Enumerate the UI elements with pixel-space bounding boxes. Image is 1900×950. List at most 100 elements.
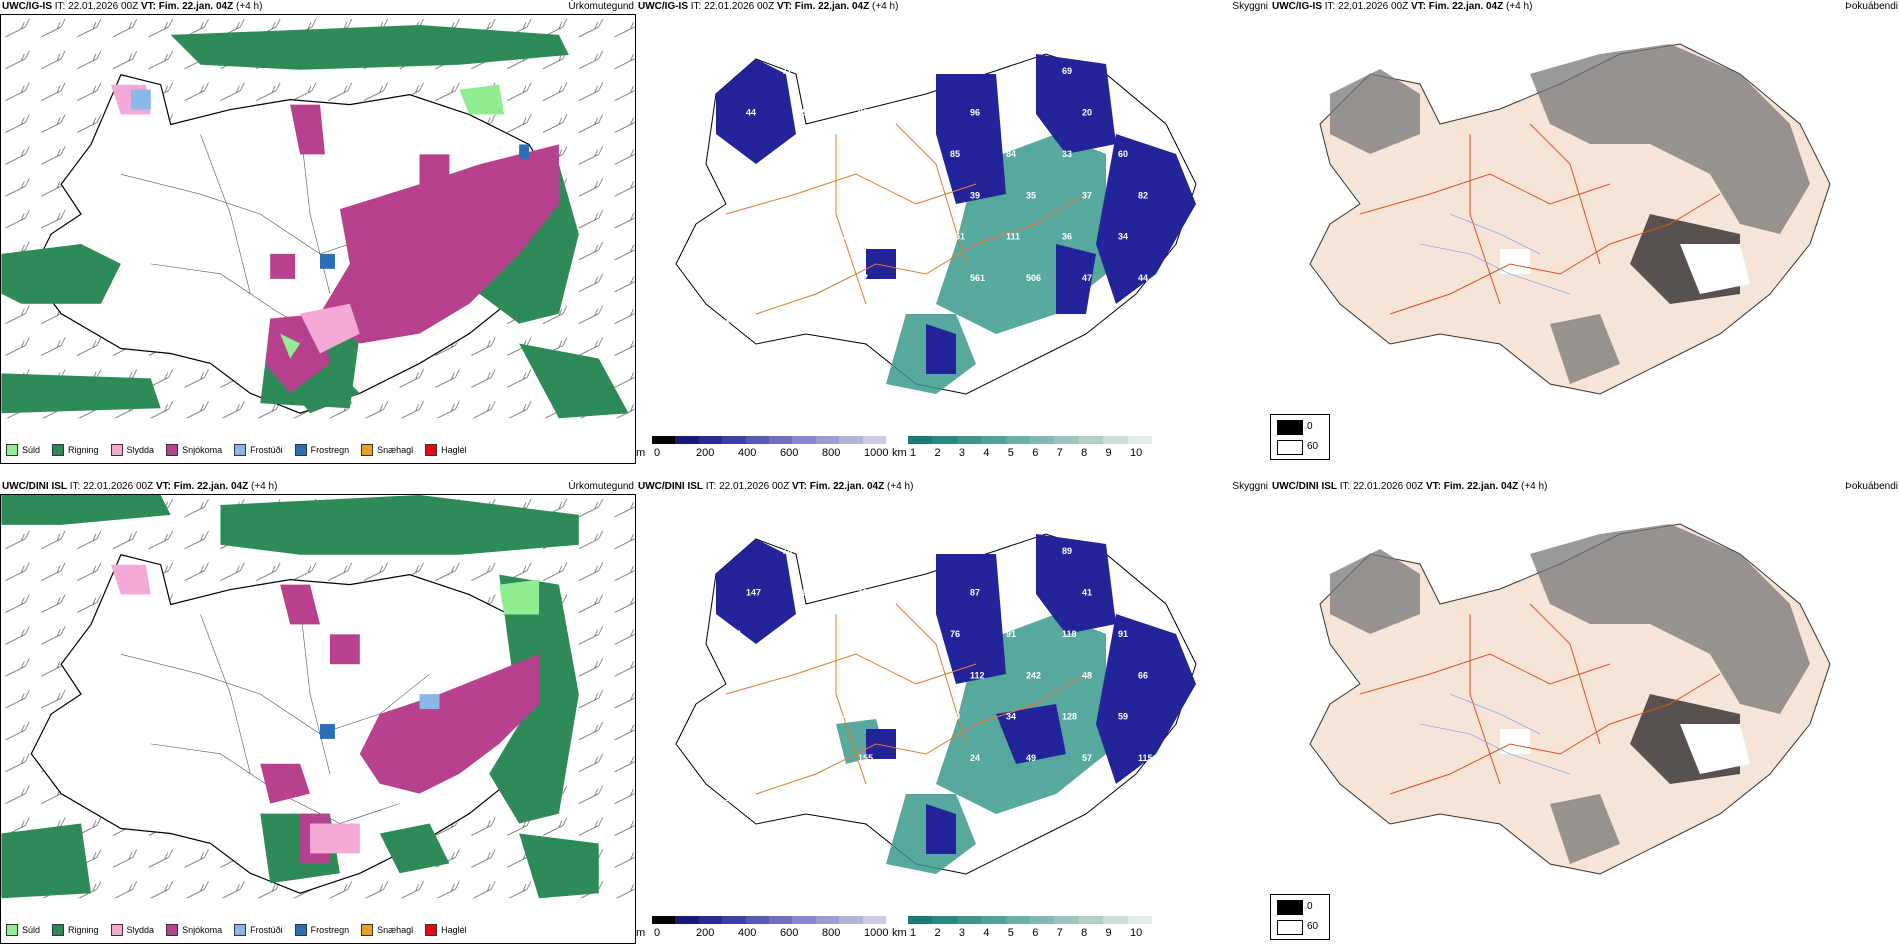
colorbar-unit: m bbox=[636, 927, 646, 939]
it-value: 22.01.2026 00Z bbox=[704, 1, 775, 12]
visibility-label: 398 bbox=[782, 712, 797, 722]
legend-swatch bbox=[234, 444, 247, 456]
legend-item: Rigning bbox=[52, 924, 99, 936]
vt-value: Fim. 22.jan. 04Z bbox=[1443, 481, 1519, 492]
visibility-label: 242 bbox=[1026, 670, 1041, 680]
legend-item: Frostregn bbox=[294, 924, 349, 936]
colorbar-tick: 4 bbox=[983, 927, 990, 939]
vt-value: Fim. 22.jan. 04Z bbox=[158, 1, 234, 12]
colorbar-tick: 600 bbox=[780, 927, 799, 939]
visibility-label: 35 bbox=[1026, 190, 1036, 200]
visibility-label: 111 bbox=[1006, 232, 1020, 242]
visibility-label: 40 bbox=[802, 753, 812, 763]
model-name: UWC/DINI ISL bbox=[2, 481, 67, 492]
visibility-label: 110 bbox=[1118, 546, 1133, 556]
cloud-legend-label: 60 bbox=[1307, 921, 1319, 932]
precip-map bbox=[0, 494, 636, 944]
legend-item: Frostúði bbox=[234, 924, 283, 936]
it-value: 22.01.2026 00Z bbox=[83, 481, 154, 492]
visibility-label: 37 bbox=[894, 66, 904, 76]
visibility-label: 51 bbox=[782, 149, 792, 159]
legend-swatch bbox=[166, 444, 179, 456]
legend-item: Snæhagl bbox=[361, 444, 413, 456]
it-value: 22.01.2026 00Z bbox=[1353, 481, 1424, 492]
legend-swatch bbox=[294, 444, 307, 456]
visibility-label: 115 bbox=[1138, 753, 1153, 763]
colorbar-tick: 4 bbox=[983, 447, 990, 459]
visibility-label: 20 bbox=[1082, 107, 1092, 117]
colorbar-segment bbox=[1127, 916, 1153, 924]
visibility-labels: 95 78 37 65 68 54 89 110 147 67 118 45 87 53 41 49 124 82… bbox=[726, 546, 1153, 805]
roads-layer bbox=[725, 603, 1087, 795]
visibility-label: 82 bbox=[1138, 190, 1148, 200]
colorbar-segment bbox=[839, 916, 864, 924]
colorbar-tick: 9 bbox=[1105, 447, 1112, 459]
fog-shading bbox=[1330, 524, 1810, 864]
it-label: IT: bbox=[54, 1, 66, 12]
legend-swatch bbox=[6, 444, 18, 456]
visibility-label: 96 bbox=[970, 107, 980, 117]
legend-label: Slydda bbox=[126, 445, 155, 455]
legend-label: Frostúði bbox=[250, 445, 283, 455]
visibility-label: 48 bbox=[1082, 670, 1092, 680]
panel-header: UWC/DINI ISL IT: 22.01.2026 00Z VT: Fim.… bbox=[636, 480, 1270, 494]
colorbar-segment bbox=[652, 916, 677, 924]
precip-legend: Súld Rigning Slydda Snjókoma Frostúði Frostre… bbox=[0, 440, 473, 460]
legend-label: Súld bbox=[22, 445, 41, 455]
visibility-label: 44 bbox=[746, 107, 756, 117]
freezing-drizzle-areas bbox=[419, 694, 440, 710]
it-value: 22.01.2026 00Z bbox=[719, 481, 790, 492]
colorbar-segment bbox=[981, 916, 1007, 924]
visibility-label: 506 bbox=[1026, 273, 1041, 283]
visibility-map: 95 78 37 65 68 54 89 110 147 67 118 45 87 53 41 49 124 82… bbox=[675, 533, 1197, 875]
visibility-label: 69 bbox=[1062, 66, 1072, 76]
rivers-layer bbox=[1419, 693, 1571, 775]
visibility-colorbar: km 1 2 3 4 5 6 7 8 9 10 bbox=[892, 916, 1153, 940]
visibility-label: 49 bbox=[1138, 587, 1148, 597]
colorbar-tick: 6 bbox=[1032, 447, 1039, 459]
visibility-label: 52 bbox=[1026, 107, 1036, 117]
colorbar-segment bbox=[981, 436, 1007, 444]
legend-swatch bbox=[425, 924, 438, 936]
colorbar-segment bbox=[792, 436, 817, 444]
visibility-label: 64 bbox=[838, 712, 848, 722]
model-name: UWC/IG-IS bbox=[1272, 1, 1322, 12]
visibility-label: 65 bbox=[894, 546, 904, 556]
colorbar-segment bbox=[675, 436, 700, 444]
visibility-label: 24 bbox=[970, 753, 980, 763]
legend-label: Haglél bbox=[441, 925, 467, 935]
visibility-label: 163 bbox=[802, 190, 817, 200]
colorbar-segment bbox=[675, 916, 700, 924]
colorbar-segment bbox=[815, 916, 841, 924]
cloud-legend-label: 0 bbox=[1307, 901, 1313, 912]
visibility-label: 41 bbox=[1082, 587, 1092, 597]
colorbar-segment bbox=[769, 436, 794, 444]
colorbar-unit: km bbox=[892, 927, 907, 939]
colorbar-segment bbox=[769, 916, 794, 924]
panel-header: UWC/IG-IS IT: 22.01.2026 00Z VT: Fim. 22… bbox=[1270, 0, 1900, 14]
colorbar-tick: 5 bbox=[1007, 447, 1014, 459]
visibility-label: 57 bbox=[1082, 753, 1092, 763]
legend-swatch bbox=[166, 924, 179, 936]
visibility-label: 59 bbox=[1118, 712, 1128, 722]
visibility-label: 68 bbox=[950, 546, 960, 556]
colorbar-tick: 200 bbox=[696, 447, 715, 459]
visibility-label: 49 bbox=[1026, 753, 1036, 763]
roads-layer bbox=[1359, 603, 1721, 795]
fog-shading bbox=[1330, 44, 1810, 384]
visibility-label: 118 bbox=[858, 587, 873, 597]
legend-label: Haglél bbox=[441, 445, 467, 455]
panel-header: UWC/IG-IS IT: 22.01.2026 00Z VT: Fim. 22… bbox=[0, 0, 636, 14]
cloud-panel-row1: UWC/IG-IS IT: 22.01.2026 00Z VT: Fim. 22… bbox=[1270, 0, 1900, 470]
visibility-label: 128 bbox=[1062, 712, 1077, 722]
legend-item: Súld bbox=[6, 444, 40, 456]
vt-value: Fim. 22.jan. 04Z bbox=[1428, 1, 1504, 12]
fog-map bbox=[1309, 43, 1831, 395]
visibility-label: 104 bbox=[746, 670, 761, 680]
visibility-label: 173 bbox=[802, 670, 817, 680]
drizzle-areas bbox=[499, 579, 540, 615]
colorbar-tick: 0 bbox=[654, 927, 661, 939]
colorbar-tick: 800 bbox=[822, 447, 841, 459]
visibility-label: 50 bbox=[726, 712, 736, 722]
panel-title: Þokuábendi bbox=[1845, 1, 1898, 12]
